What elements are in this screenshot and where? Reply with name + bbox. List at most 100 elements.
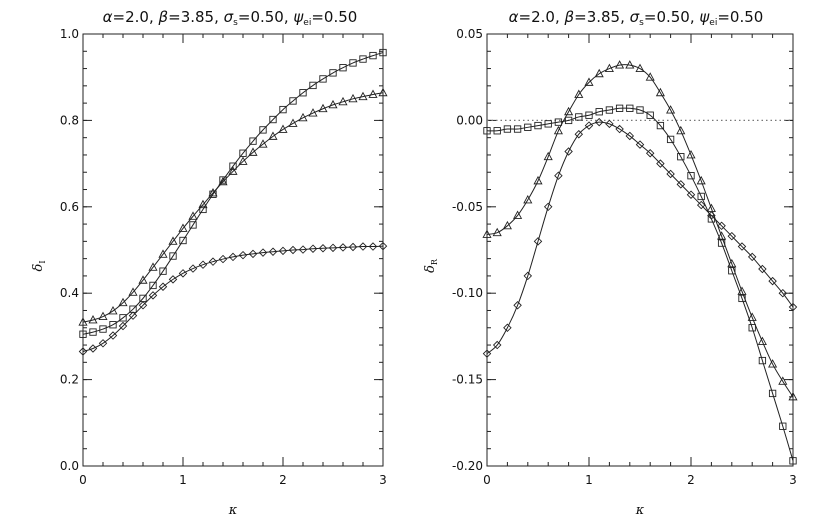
data-point-triangle bbox=[625, 60, 635, 69]
data-point-diamond bbox=[268, 247, 278, 256]
panel-1-xlabel: κ bbox=[228, 503, 238, 518]
data-point-square bbox=[299, 89, 307, 97]
data-point-diamond bbox=[168, 275, 178, 284]
panel-1-ylabel: δI bbox=[31, 261, 47, 272]
data-point-diamond bbox=[188, 264, 198, 273]
data-point-square bbox=[379, 48, 387, 57]
data-point-diamond bbox=[727, 231, 737, 241]
data-point-triangle bbox=[727, 258, 737, 268]
title-psi-eq: = bbox=[311, 8, 324, 26]
data-point-triangle bbox=[594, 68, 604, 78]
y-tick-label: 0.00 bbox=[456, 113, 483, 127]
data-point-diamond bbox=[686, 190, 696, 199]
data-point-square bbox=[159, 267, 167, 275]
title-sigma-value: 0.50 bbox=[250, 8, 283, 26]
data-point-triangle bbox=[686, 150, 696, 159]
data-point-triangle bbox=[737, 286, 747, 295]
data-point-triangle bbox=[128, 287, 138, 296]
data-point-square bbox=[779, 422, 787, 430]
data-point-diamond bbox=[78, 347, 88, 356]
title-sigma-sub: s bbox=[233, 18, 238, 28]
title-sigma-eq: = bbox=[238, 8, 251, 26]
x-tick-label: 3 bbox=[379, 473, 387, 487]
plot-frame bbox=[82, 33, 384, 467]
y-tick-label: 0.8 bbox=[60, 113, 79, 127]
data-point-diamond bbox=[248, 249, 258, 259]
data-point-square bbox=[575, 113, 583, 121]
y-tick-label: 0.0 bbox=[60, 459, 79, 473]
panel-1-plot: 0 1 2 3 0.0 0.2 0.4 0.6 0.8 1.0 bbox=[60, 27, 388, 487]
title-beta-value: 3.85 bbox=[181, 8, 214, 26]
data-point-diamond bbox=[605, 119, 614, 129]
data-point-triangle bbox=[368, 89, 378, 98]
data-point-triangle bbox=[564, 106, 574, 116]
data-point-square bbox=[646, 111, 654, 119]
title-sigma-symbol: σ bbox=[224, 8, 234, 26]
data-point-diamond bbox=[238, 250, 248, 260]
data-point-triangle bbox=[318, 103, 328, 113]
data-point-square bbox=[687, 172, 695, 180]
data-point-square bbox=[339, 64, 347, 72]
panel-2-plot: 0 1 2 3 -0.20 -0.15 -0.10 -0.05 0.00 0.05 bbox=[452, 27, 798, 487]
data-point-triangle bbox=[158, 249, 168, 258]
data-point-square bbox=[585, 111, 593, 119]
data-point-diamond bbox=[258, 248, 268, 257]
ylabel-main: δ bbox=[423, 265, 438, 273]
y-tick-label: 0.2 bbox=[60, 373, 79, 387]
title-psi-value: 0.50 bbox=[324, 8, 357, 26]
data-point-triangle bbox=[338, 96, 348, 106]
data-point-square bbox=[666, 135, 675, 144]
panel-2-title: α=2.0, β=3.85, σs=0.50, ψei=0.50 bbox=[509, 8, 764, 28]
data-point-square bbox=[748, 324, 756, 332]
data-point-square bbox=[229, 162, 237, 170]
data-point-triangle bbox=[78, 317, 88, 326]
data-point-triangle bbox=[228, 166, 238, 175]
data-point-triangle bbox=[168, 236, 178, 245]
data-point-triangle bbox=[198, 199, 208, 209]
x-tick-label: 2 bbox=[687, 473, 695, 487]
x-tick-label: 2 bbox=[279, 473, 287, 487]
title-beta-eq: = bbox=[168, 8, 181, 26]
data-point-triangle bbox=[138, 275, 148, 284]
data-point-square bbox=[79, 330, 87, 338]
title-psi-symbol: ψ bbox=[699, 8, 710, 26]
title-alpha-symbol: α bbox=[509, 8, 519, 26]
data-point-triangle bbox=[328, 99, 338, 109]
data-point-square bbox=[89, 328, 97, 336]
data-point-diamond bbox=[178, 269, 188, 278]
data-point-diamond bbox=[278, 246, 288, 256]
data-point-diamond bbox=[543, 202, 553, 212]
title-sigma-sub: s bbox=[639, 18, 644, 28]
data-point-triangle bbox=[615, 60, 625, 69]
data-point-diamond bbox=[676, 180, 686, 189]
data-point-diamond bbox=[328, 243, 338, 253]
title-psi-eq: = bbox=[717, 8, 730, 26]
data-point-square bbox=[239, 149, 247, 157]
y-tick-label: -0.20 bbox=[452, 459, 483, 473]
data-point-triangle bbox=[118, 297, 128, 307]
data-point-square bbox=[119, 314, 127, 322]
data-point-triangle bbox=[148, 262, 158, 271]
data-point-square bbox=[503, 125, 512, 133]
title-beta-eq: = bbox=[574, 8, 587, 26]
data-point-square bbox=[309, 81, 317, 90]
title-alpha-value: 2.0 bbox=[531, 8, 555, 26]
series-line-square bbox=[487, 107, 793, 461]
title-beta-symbol: β bbox=[564, 8, 575, 26]
data-point-diamond bbox=[503, 323, 512, 332]
data-point-diamond bbox=[635, 140, 645, 149]
y-tick-label: 0.05 bbox=[456, 27, 483, 41]
x-tick-label: 1 bbox=[585, 473, 593, 487]
data-point-triangle bbox=[98, 311, 108, 320]
data-point-triangle bbox=[502, 220, 512, 230]
data-point-diamond bbox=[368, 242, 378, 251]
title-psi-sub: ei bbox=[303, 18, 311, 28]
series-line-square bbox=[83, 52, 383, 335]
data-point-diamond bbox=[656, 159, 665, 168]
data-point-diamond bbox=[554, 171, 563, 180]
title-beta-value: 3.85 bbox=[587, 8, 620, 26]
data-point-triangle bbox=[543, 151, 553, 161]
data-point-square bbox=[789, 457, 797, 465]
title-sep: , bbox=[284, 8, 294, 26]
data-point-diamond bbox=[482, 349, 492, 358]
